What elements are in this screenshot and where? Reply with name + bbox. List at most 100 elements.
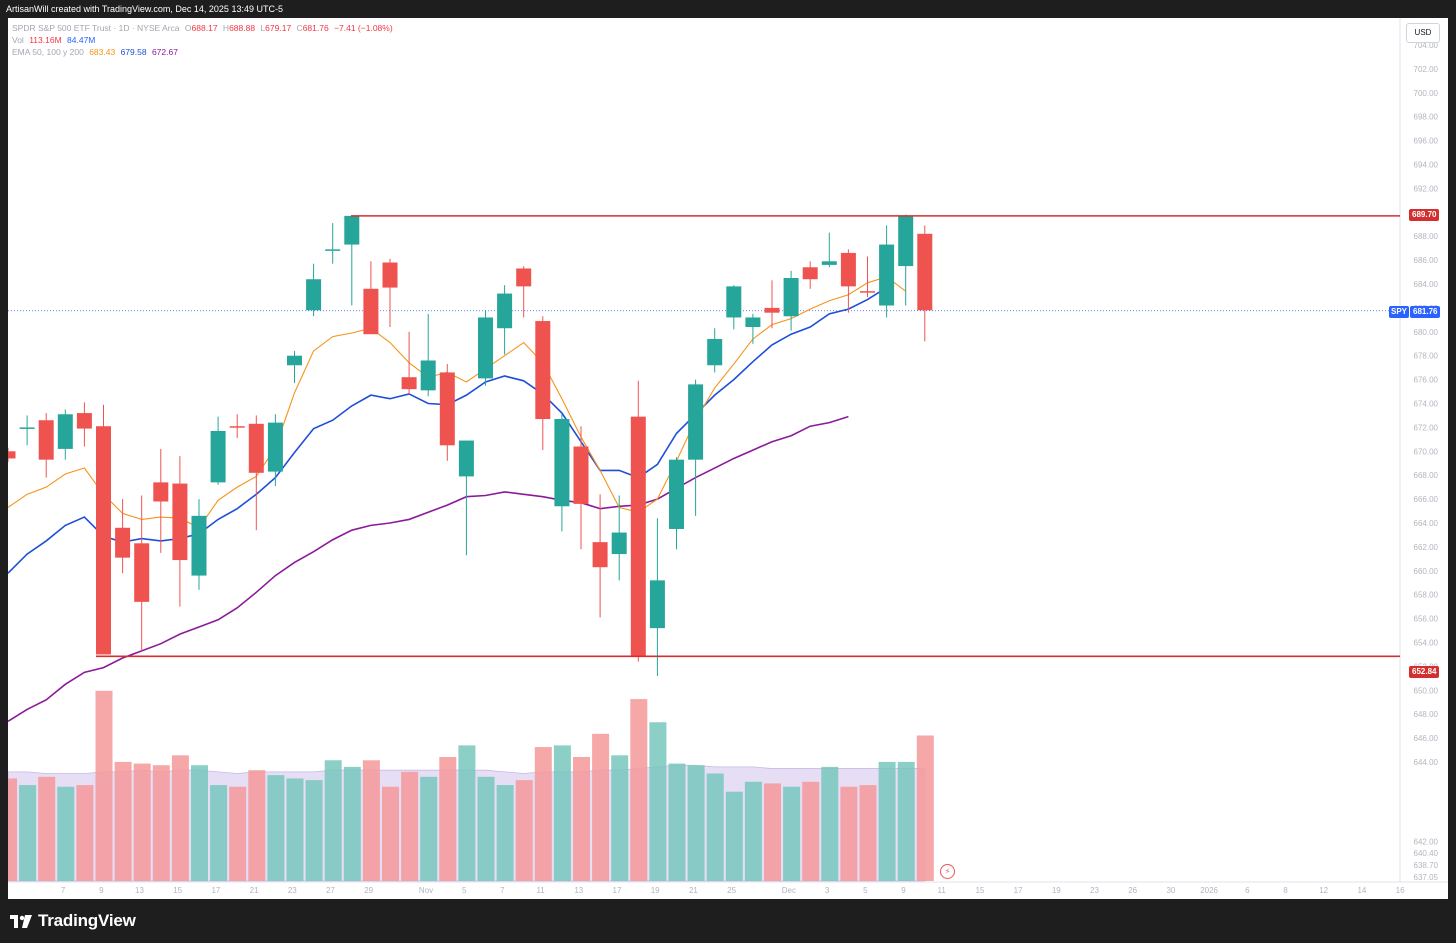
price-tick-label: 637.05 bbox=[1414, 873, 1439, 882]
candle-body bbox=[191, 515, 207, 576]
price-tick-label: 664.00 bbox=[1414, 519, 1439, 528]
candle-body bbox=[573, 446, 589, 504]
volume-bar bbox=[210, 785, 228, 881]
volume-bar bbox=[477, 776, 495, 881]
time-tick-label: 21 bbox=[250, 886, 259, 895]
legend-high-label: H bbox=[222, 23, 230, 33]
currency-button[interactable]: USD bbox=[1406, 23, 1440, 43]
candle-body bbox=[917, 233, 933, 311]
price-tick-label: 642.00 bbox=[1414, 837, 1439, 846]
time-tick-label: 23 bbox=[288, 886, 297, 895]
legend-ema-row: EMA 50, 100 y 200 683.43 679.58 672.67 bbox=[12, 46, 393, 58]
time-tick-label: 15 bbox=[173, 886, 182, 895]
volume-bar bbox=[821, 766, 839, 881]
candle-body bbox=[592, 542, 608, 568]
price-tick-label: 646.00 bbox=[1414, 734, 1439, 743]
time-tick-label: 5 bbox=[462, 886, 467, 895]
tradingview-logo[interactable]: TradingView bbox=[10, 911, 136, 931]
volume-bar bbox=[573, 756, 590, 881]
legend-ema50: 683.43 bbox=[89, 47, 116, 57]
volume-bar bbox=[859, 785, 877, 881]
volume-bar bbox=[744, 781, 762, 881]
legend-close-label: C bbox=[296, 23, 303, 33]
time-tick-label: 14 bbox=[1357, 886, 1366, 895]
volume-bar bbox=[725, 791, 743, 881]
candle-body bbox=[516, 268, 532, 287]
volume-bar bbox=[878, 761, 896, 881]
time-tick-label: 5 bbox=[863, 886, 868, 895]
volume-bar bbox=[305, 780, 323, 881]
volume-bar bbox=[649, 722, 667, 881]
brand-name: TradingView bbox=[38, 911, 136, 930]
legend-symbol: SPDR S&P 500 ETF Trust · 1D · NYSE Arca bbox=[12, 23, 180, 33]
volume-bar bbox=[764, 783, 781, 881]
candle-body bbox=[210, 430, 226, 483]
price-tick-label: 698.00 bbox=[1414, 113, 1439, 122]
volume-bar bbox=[286, 778, 304, 881]
price-tick-label: 644.00 bbox=[1414, 758, 1439, 767]
candle-body bbox=[783, 278, 799, 317]
volume-bar bbox=[38, 776, 56, 881]
candle-body bbox=[57, 414, 73, 449]
price-tick-label: 688.00 bbox=[1414, 232, 1439, 241]
volume-bar bbox=[439, 756, 457, 881]
volume-bar bbox=[401, 771, 419, 881]
time-tick-label: 13 bbox=[574, 886, 583, 895]
flash-icon[interactable]: ⚡ bbox=[940, 864, 955, 879]
legend-open-label: O bbox=[184, 23, 192, 33]
time-tick-label: 15 bbox=[975, 886, 984, 895]
time-tick-label: 19 bbox=[1052, 886, 1061, 895]
time-tick-label: 12 bbox=[1319, 886, 1328, 895]
volume-bar bbox=[496, 785, 514, 881]
candle-body bbox=[821, 261, 837, 265]
candle-body bbox=[229, 426, 245, 428]
time-tick-label: 9 bbox=[99, 886, 104, 895]
chart-frame[interactable]: 704.00 702.00 700.00 698.00 696.00 694.00 692.… bbox=[8, 18, 1448, 899]
candle-body bbox=[688, 384, 704, 460]
time-tick-label: 27 bbox=[326, 886, 335, 895]
time-tick-label: 23 bbox=[1090, 886, 1099, 895]
price-tick-label: 660.00 bbox=[1414, 567, 1439, 576]
time-tick-label: 9 bbox=[901, 886, 906, 895]
last-price-label: 681.76 bbox=[1410, 306, 1441, 318]
time-tick-label: 7 bbox=[61, 886, 66, 895]
legend-vol-label: Vol bbox=[12, 35, 24, 45]
symbol-price-badge: SPY bbox=[1389, 306, 1410, 318]
candle-body bbox=[38, 420, 54, 460]
legend-high: 688.88 bbox=[229, 23, 256, 33]
candle-body bbox=[306, 279, 322, 311]
footer-bar: TradingView bbox=[0, 899, 1456, 943]
legend-vol: 113.16M bbox=[29, 35, 62, 45]
legend-volume-row: Vol 113.16M 84.47M bbox=[12, 34, 393, 46]
price-tick-label: 674.00 bbox=[1414, 400, 1439, 409]
legend-ohlc-row: SPDR S&P 500 ETF Trust · 1D · NYSE Arca … bbox=[12, 22, 393, 34]
legend-open: 688.17 bbox=[191, 23, 218, 33]
candle-body bbox=[707, 338, 723, 366]
price-chart[interactable]: 704.00 702.00 700.00 698.00 696.00 694.00 692.… bbox=[8, 18, 1448, 899]
candle-body bbox=[248, 423, 264, 473]
legend-ema100: 679.58 bbox=[120, 47, 147, 57]
price-tick-label: 696.00 bbox=[1414, 137, 1439, 146]
candle-body bbox=[726, 286, 742, 318]
candle-body bbox=[153, 482, 169, 502]
candle-body bbox=[115, 527, 131, 558]
candle-body bbox=[745, 317, 761, 328]
candle-body bbox=[76, 413, 92, 429]
volume-bar bbox=[420, 776, 438, 881]
candle-body bbox=[669, 459, 684, 529]
price-tick-label: 676.00 bbox=[1414, 376, 1439, 385]
candle-body bbox=[172, 483, 188, 561]
volume-bar bbox=[916, 735, 934, 881]
volume-bar bbox=[553, 745, 571, 881]
price-tick-label: 650.00 bbox=[1414, 686, 1439, 695]
candle-body bbox=[287, 355, 302, 366]
volume-bar bbox=[687, 765, 705, 881]
chart-legend: SPDR S&P 500 ETF Trust · 1D · NYSE Arca … bbox=[12, 22, 393, 58]
time-tick-label: 25 bbox=[727, 886, 736, 895]
volume-bar bbox=[458, 745, 476, 881]
candle-body bbox=[363, 288, 379, 335]
candle-body bbox=[554, 419, 570, 507]
price-tick-label: 668.00 bbox=[1414, 471, 1439, 480]
price-tick-label: 640.40 bbox=[1414, 849, 1439, 858]
time-tick-label: 17 bbox=[211, 886, 220, 895]
